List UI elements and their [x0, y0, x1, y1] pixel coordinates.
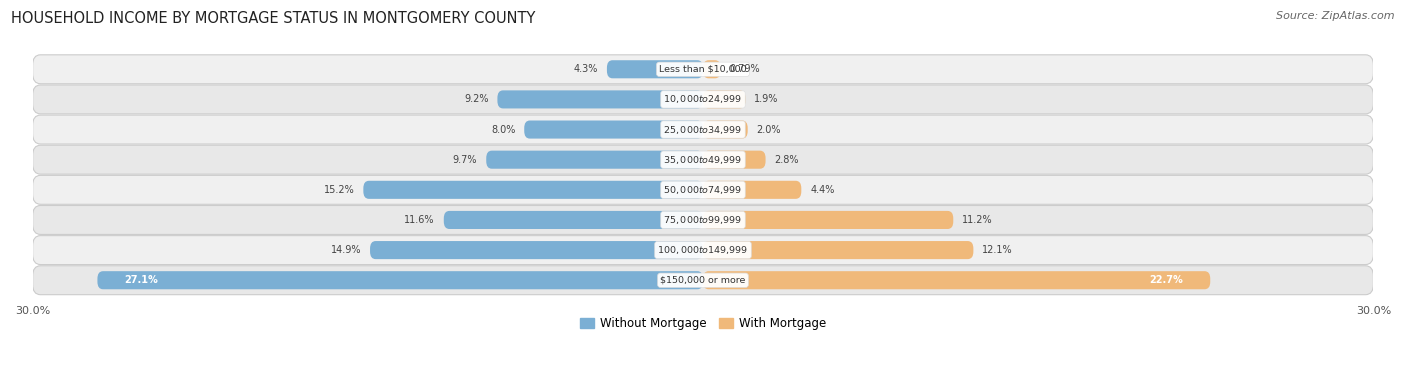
FancyBboxPatch shape: [703, 151, 766, 169]
FancyBboxPatch shape: [703, 211, 953, 229]
Text: 4.3%: 4.3%: [574, 64, 598, 74]
FancyBboxPatch shape: [32, 175, 1374, 204]
FancyBboxPatch shape: [444, 211, 703, 229]
Text: 27.1%: 27.1%: [124, 275, 157, 285]
Text: 11.6%: 11.6%: [405, 215, 434, 225]
Text: 4.4%: 4.4%: [810, 185, 835, 195]
Text: $75,000 to $99,999: $75,000 to $99,999: [664, 214, 742, 226]
Text: $150,000 or more: $150,000 or more: [661, 276, 745, 285]
FancyBboxPatch shape: [703, 241, 973, 259]
FancyBboxPatch shape: [703, 60, 721, 78]
Text: $50,000 to $74,999: $50,000 to $74,999: [664, 184, 742, 196]
Text: 9.2%: 9.2%: [464, 94, 488, 104]
Text: $100,000 to $149,999: $100,000 to $149,999: [658, 244, 748, 256]
Text: 1.9%: 1.9%: [755, 94, 779, 104]
Text: Less than $10,000: Less than $10,000: [659, 65, 747, 74]
Legend: Without Mortgage, With Mortgage: Without Mortgage, With Mortgage: [575, 313, 831, 335]
FancyBboxPatch shape: [32, 145, 1374, 174]
Text: 12.1%: 12.1%: [983, 245, 1012, 255]
FancyBboxPatch shape: [498, 90, 703, 109]
FancyBboxPatch shape: [703, 271, 1211, 289]
Text: 0.79%: 0.79%: [730, 64, 761, 74]
FancyBboxPatch shape: [703, 90, 745, 109]
Text: 9.7%: 9.7%: [453, 155, 477, 165]
Text: 22.7%: 22.7%: [1150, 275, 1184, 285]
FancyBboxPatch shape: [32, 85, 1374, 114]
FancyBboxPatch shape: [524, 121, 703, 139]
Text: 8.0%: 8.0%: [491, 124, 515, 135]
FancyBboxPatch shape: [370, 241, 703, 259]
FancyBboxPatch shape: [32, 115, 1374, 144]
Text: Source: ZipAtlas.com: Source: ZipAtlas.com: [1277, 11, 1395, 21]
Text: 2.0%: 2.0%: [756, 124, 782, 135]
FancyBboxPatch shape: [32, 266, 1374, 295]
FancyBboxPatch shape: [703, 121, 748, 139]
Text: HOUSEHOLD INCOME BY MORTGAGE STATUS IN MONTGOMERY COUNTY: HOUSEHOLD INCOME BY MORTGAGE STATUS IN M…: [11, 11, 536, 26]
Text: $25,000 to $34,999: $25,000 to $34,999: [664, 124, 742, 136]
Text: 2.8%: 2.8%: [775, 155, 799, 165]
Text: 14.9%: 14.9%: [330, 245, 361, 255]
FancyBboxPatch shape: [97, 271, 703, 289]
Text: $35,000 to $49,999: $35,000 to $49,999: [664, 154, 742, 166]
Text: $10,000 to $24,999: $10,000 to $24,999: [664, 93, 742, 106]
FancyBboxPatch shape: [32, 55, 1374, 84]
FancyBboxPatch shape: [703, 181, 801, 199]
FancyBboxPatch shape: [486, 151, 703, 169]
Text: 15.2%: 15.2%: [323, 185, 354, 195]
Text: 11.2%: 11.2%: [962, 215, 993, 225]
FancyBboxPatch shape: [32, 205, 1374, 234]
FancyBboxPatch shape: [363, 181, 703, 199]
FancyBboxPatch shape: [32, 236, 1374, 265]
FancyBboxPatch shape: [607, 60, 703, 78]
